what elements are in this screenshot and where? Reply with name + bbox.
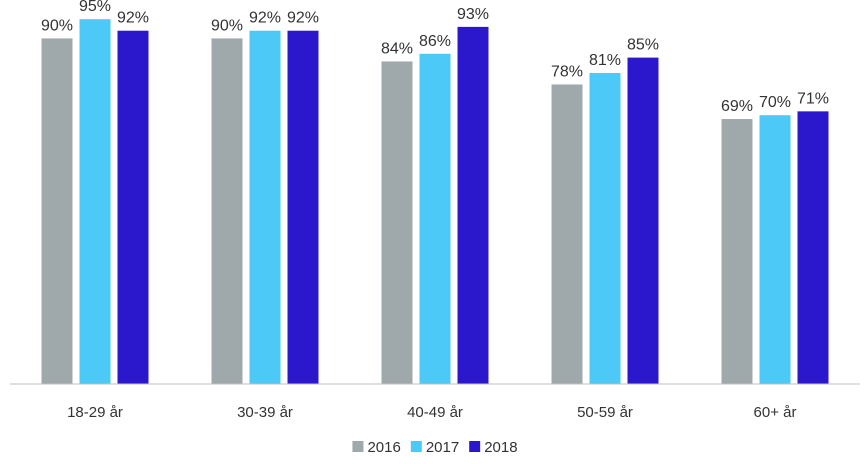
- value-label-2017-4: 81%: [589, 52, 621, 69]
- x-tick-label-4: 50-59 år: [577, 404, 633, 421]
- legend-swatch-2018: [469, 441, 481, 452]
- bar-2017-5: [759, 115, 791, 384]
- value-label-2016-4: 78%: [551, 63, 583, 80]
- bar-2017-2: [249, 30, 281, 384]
- legend-swatch-2017: [410, 441, 422, 452]
- bar-2016-3: [381, 61, 413, 384]
- value-label-2017-1: 95%: [79, 0, 111, 15]
- value-label-2017-3: 86%: [419, 33, 451, 50]
- bar-2016-5: [721, 119, 753, 384]
- bar-2016-4: [551, 84, 583, 384]
- bar-2017-1: [79, 19, 111, 384]
- value-label-2016-3: 84%: [381, 40, 413, 57]
- value-label-2018-2: 92%: [287, 10, 319, 27]
- legend-label-2017: 2017: [426, 439, 459, 456]
- legend-label-2016: 2016: [367, 439, 400, 456]
- legend-label-2018: 2018: [484, 439, 517, 456]
- bar-2016-2: [211, 38, 243, 385]
- bar-2018-1: [117, 30, 149, 384]
- value-label-2016-2: 90%: [211, 17, 243, 34]
- bar-2016-1: [41, 38, 73, 385]
- value-label-2018-1: 92%: [117, 10, 149, 27]
- bar-2017-3: [419, 53, 451, 384]
- value-label-2017-5: 70%: [759, 94, 791, 111]
- x-tick-labels-group: 18-29 år 30-39 år 40-49 år 50-59 år 60+ år: [67, 404, 796, 421]
- bar-2018-3: [457, 26, 489, 384]
- bar-2018-2: [287, 30, 319, 384]
- x-tick-label-1: 18-29 år: [67, 404, 123, 421]
- value-label-2018-5: 71%: [797, 90, 829, 107]
- x-tick-label-5: 60+ år: [754, 404, 797, 421]
- x-tick-label-3: 40-49 år: [407, 404, 463, 421]
- bar-2018-5: [797, 111, 829, 385]
- value-label-2016-1: 90%: [41, 17, 73, 34]
- x-tick-label-2: 30-39 år: [237, 404, 293, 421]
- legend-swatch-2016: [352, 441, 364, 452]
- bars-group: [41, 19, 829, 385]
- value-labels-group: 90% 95% 92% 90% 92% 92% 84% 86% 93% 78% 81% 85% 69% 7…: [41, 0, 829, 115]
- value-label-2017-2: 92%: [249, 10, 281, 27]
- value-label-2016-5: 69%: [721, 98, 753, 115]
- value-label-2018-4: 85%: [627, 37, 659, 54]
- bar-2017-4: [589, 72, 621, 385]
- bar-2018-4: [627, 57, 659, 384]
- value-label-2018-3: 93%: [457, 6, 489, 23]
- legend: 2016 2017 2018: [352, 439, 518, 456]
